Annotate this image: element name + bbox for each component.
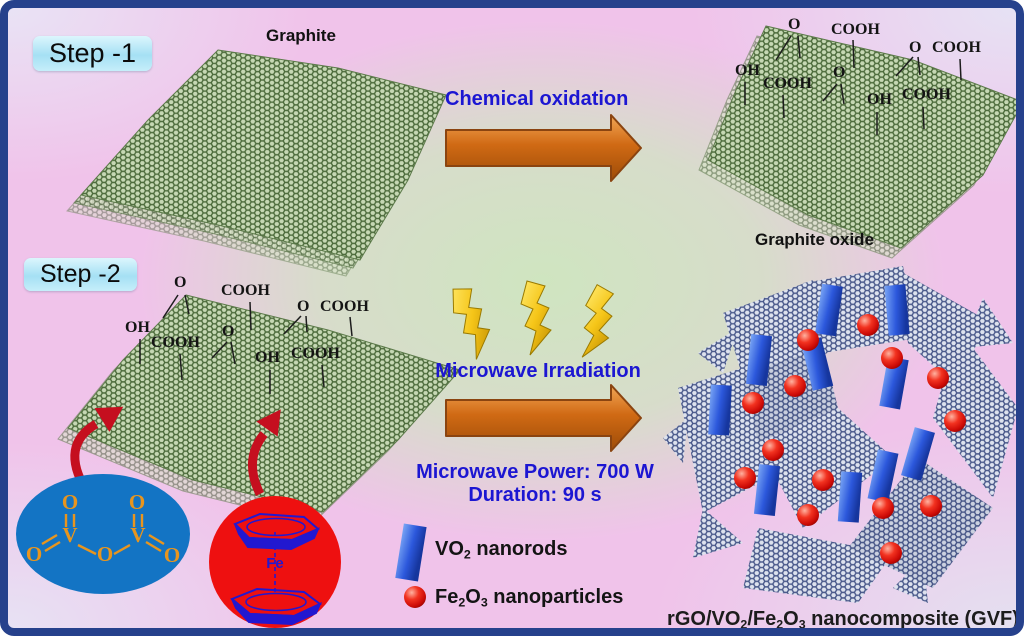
svg-text:V: V (62, 523, 77, 547)
graphite-oxide-sheet (698, 25, 1016, 259)
lightning-bolt-icon (452, 280, 615, 360)
functional-group-bonds (139, 294, 353, 394)
graphite-oxide-label: Graphite oxide (755, 230, 875, 249)
vo2-nanorod-icon (708, 283, 935, 523)
fe2o3-f1: Fe (435, 586, 459, 608)
diagram-artwork: O O V V O O O Fe (16, 25, 1016, 628)
functional-group-label: COOH (902, 86, 951, 103)
microwave-arrow-icon (445, 384, 642, 452)
nanocomposite-graphic (663, 266, 1016, 603)
svg-text:Fe: Fe (266, 555, 284, 572)
v2o5-molecule: O O V V O O O (16, 474, 190, 594)
functional-group-label: O (833, 64, 846, 81)
functional-group-label: OH (867, 91, 892, 108)
fe2o3-nanoparticle-icon (734, 314, 966, 564)
functional-group-label: COOH (221, 282, 270, 299)
graphite-label: Graphite (266, 26, 336, 45)
fe2o3-s2: 3 (480, 595, 488, 610)
microwave-irradiation-label: Microwave Irradiation (435, 360, 641, 382)
step1-badge: Step -1 (33, 36, 153, 71)
microwave-power-label: Microwave Power: 700 W (416, 461, 654, 483)
graphite-sheet (66, 49, 447, 277)
fe2o3-nanoparticles-label: Fe2O3 nanoparticles (435, 586, 623, 609)
product-label: rGO/VO2/Fe2O3 nanocomposite (GVF) (663, 608, 1019, 632)
duration-label: Duration: 90 s (468, 484, 602, 506)
functional-group-bonds (744, 35, 962, 135)
functional-group-label: OH (125, 319, 150, 336)
product-s1: 2 (740, 617, 748, 632)
svg-text:O: O (97, 542, 113, 566)
product-s2: 2 (776, 617, 784, 632)
vo2-nanorods-label: VO2 nanorods (435, 538, 567, 561)
vo2-formula: VO (435, 538, 464, 560)
fe2o3-nanoparticle-legend-icon (404, 586, 426, 608)
graphene-oxide-sheet-step2 (57, 294, 461, 524)
chemical-oxidation-label: Chemical oxidation (445, 88, 629, 110)
microwave-conditions: Microwave Power: 700 W Duration: 90 s (405, 461, 665, 507)
ferrocene-molecule: Fe (209, 496, 341, 628)
functional-group-label: O (222, 323, 235, 340)
vo2-word: nanorods (470, 538, 568, 560)
step2-badge: Step -2 (24, 258, 137, 291)
product-p1: rGO/VO (667, 608, 741, 630)
vo2-subscript: 2 (463, 547, 471, 562)
functional-group-label: COOH (763, 75, 812, 92)
svg-text:V: V (130, 523, 145, 547)
chemical-oxidation-arrow-icon (445, 114, 642, 182)
vo2-nanorod-legend-icon (395, 523, 427, 582)
product-p3: O (783, 608, 799, 630)
functional-group-label: COOH (320, 298, 369, 315)
fe2o3-s1: 2 (458, 595, 466, 610)
functional-group-label: O (174, 274, 187, 291)
functional-group-label: COOH (151, 334, 200, 351)
functional-group-label: COOH (932, 39, 981, 56)
fe2o3-f2: O (465, 586, 481, 608)
svg-text:O: O (26, 542, 42, 566)
svg-text:O: O (129, 490, 145, 514)
red-curved-arrow-icon (247, 409, 281, 497)
functional-group-label: COOH (831, 21, 880, 38)
functional-group-label: O (909, 39, 922, 56)
fe2o3-word: nanoparticles (487, 586, 624, 608)
functional-group-label: COOH (291, 345, 340, 362)
product-s3: 3 (798, 617, 806, 632)
svg-text:O: O (62, 490, 78, 514)
functional-group-label: OH (735, 62, 760, 79)
functional-group-label: OH (255, 349, 280, 366)
product-p2: /Fe (747, 608, 777, 630)
functional-group-label: O (297, 298, 310, 315)
functional-group-label: O (788, 16, 801, 33)
product-p4: nanocomposite (GVF) (805, 608, 1019, 630)
svg-text:O: O (164, 543, 180, 567)
